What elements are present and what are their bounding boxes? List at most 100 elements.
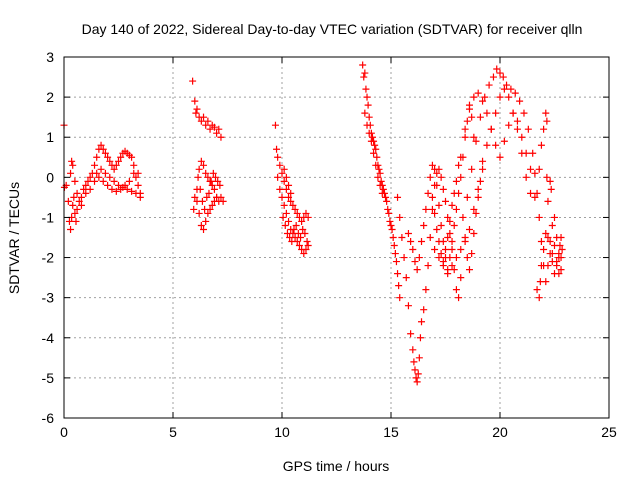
- data-point: [77, 193, 85, 201]
- data-point: [461, 234, 469, 241]
- data-point: [476, 177, 484, 185]
- data-point: [489, 73, 497, 81]
- y-tick-labels: -6 -5 -4 -3 -2 -1 0 1 2 3: [42, 49, 55, 426]
- data-point: [450, 189, 458, 197]
- data-point: [203, 193, 211, 201]
- x-tick-label: 0: [60, 424, 68, 440]
- data-point: [444, 270, 452, 278]
- data-point: [468, 250, 476, 258]
- data-point: [204, 173, 212, 181]
- data-point: [213, 193, 221, 201]
- data-point: [524, 125, 532, 133]
- data-point: [390, 242, 398, 250]
- data-point: [402, 274, 410, 282]
- data-point: [278, 169, 286, 177]
- data-point: [104, 181, 112, 189]
- data-point: [104, 153, 112, 161]
- data-point: [101, 169, 109, 177]
- data-point: [435, 201, 443, 209]
- data-point: [472, 137, 480, 145]
- data-point: [457, 274, 465, 282]
- data-point: [485, 81, 493, 89]
- data-point: [304, 213, 312, 221]
- data-point: [428, 205, 436, 213]
- data-point: [376, 169, 384, 177]
- data-point: [520, 109, 528, 117]
- data-point: [461, 133, 469, 141]
- data-point: [418, 238, 426, 246]
- data-point: [492, 141, 500, 149]
- data-point: [398, 234, 406, 241]
- data-point: [212, 173, 220, 181]
- data-point: [411, 366, 419, 374]
- data-point: [112, 161, 120, 169]
- data-point: [407, 238, 415, 246]
- data-point: [373, 153, 381, 161]
- data-point: [496, 153, 504, 161]
- data-point: [274, 153, 282, 161]
- data-point: [123, 185, 131, 193]
- data-point: [202, 217, 210, 225]
- y-tick-label: 1: [46, 129, 54, 145]
- data-point: [297, 234, 305, 241]
- data-point: [444, 234, 452, 241]
- data-point: [193, 105, 201, 113]
- x-tick-label: 25: [601, 424, 617, 440]
- data-point: [509, 109, 517, 117]
- data-point: [93, 169, 101, 177]
- x-tick-label: 15: [383, 424, 399, 440]
- data-point: [522, 173, 530, 181]
- data-point: [285, 217, 293, 225]
- data-point: [424, 189, 432, 197]
- data-point: [91, 177, 99, 185]
- data-point: [282, 173, 290, 181]
- data-point: [431, 165, 439, 173]
- data-point: [278, 193, 286, 201]
- data-point: [426, 234, 434, 241]
- data-point: [99, 177, 107, 185]
- data-point: [446, 254, 454, 262]
- data-point: [448, 201, 456, 209]
- data-point: [529, 149, 537, 157]
- data-point: [300, 250, 308, 258]
- x-tick-label: 5: [169, 424, 177, 440]
- data-point: [452, 205, 460, 213]
- axis-ticks: [63, 56, 610, 419]
- data-point: [367, 137, 375, 145]
- data-point: [197, 157, 205, 165]
- data-point: [303, 238, 311, 246]
- data-point: [446, 229, 454, 237]
- data-point: [557, 254, 565, 262]
- data-point: [282, 209, 290, 217]
- data-point: [372, 145, 380, 153]
- data-point: [213, 129, 221, 137]
- data-point: [535, 213, 543, 221]
- data-point: [93, 153, 101, 161]
- data-point: [450, 221, 458, 229]
- data-point: [507, 85, 515, 93]
- data-point: [522, 149, 530, 157]
- data-point: [282, 185, 290, 193]
- data-point: [376, 181, 384, 189]
- data-point: [69, 161, 77, 169]
- data-point: [409, 346, 417, 354]
- data-point: [192, 109, 200, 117]
- data-point: [531, 169, 539, 177]
- data-point: [195, 209, 203, 217]
- data-point: [363, 93, 371, 101]
- data-point: [301, 229, 309, 237]
- data-point: [465, 105, 473, 113]
- x-tick-label: 10: [274, 424, 290, 440]
- data-point: [134, 181, 142, 189]
- data-point: [359, 61, 367, 69]
- data-point: [128, 187, 136, 195]
- data-point: [474, 193, 482, 201]
- data-point: [407, 330, 415, 338]
- data-point: [439, 258, 447, 266]
- data-point: [385, 209, 393, 217]
- data-point: [470, 93, 478, 101]
- data-point: [400, 254, 408, 262]
- data-point: [418, 318, 426, 326]
- data-point: [465, 225, 473, 233]
